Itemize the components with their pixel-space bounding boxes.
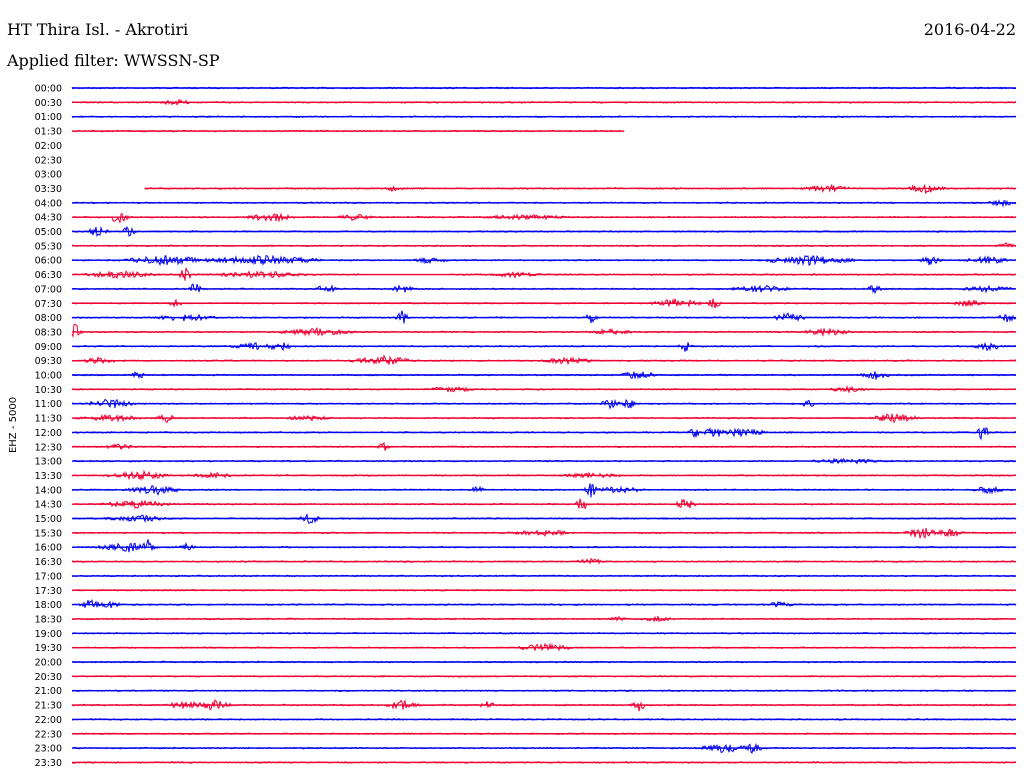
time-tick-label: 15:00	[35, 514, 62, 525]
time-tick-label: 04:30	[35, 213, 62, 224]
time-tick-label: 13:00	[35, 457, 62, 468]
time-tick-label: 10:00	[35, 371, 62, 382]
time-tick-label: 09:00	[35, 342, 62, 353]
time-tick-label: 06:00	[35, 256, 62, 267]
time-tick-label: 22:30	[35, 729, 62, 740]
time-tick-label: 23:00	[35, 744, 62, 755]
time-tick-label: 08:00	[35, 313, 62, 324]
time-tick-label: 04:00	[35, 198, 62, 209]
time-tick-label: 03:30	[35, 184, 62, 195]
time-tick-label: 00:30	[35, 98, 62, 109]
time-tick-label: 18:00	[35, 600, 62, 611]
time-tick-label: 13:30	[35, 471, 62, 482]
time-tick-label: 12:30	[35, 442, 62, 453]
time-tick-label: 14:30	[35, 500, 62, 511]
time-tick-label: 21:30	[35, 701, 62, 712]
trace-line	[72, 427, 1017, 441]
time-tick-label: 17:30	[35, 586, 62, 597]
time-tick-label: 09:30	[35, 356, 62, 367]
record-date: 2016-04-22	[923, 20, 1016, 39]
time-tick-label: 01:30	[35, 127, 62, 138]
time-tick-label: 00:00	[35, 84, 62, 95]
time-tick-label: 16:30	[35, 557, 62, 568]
time-tick-label: 01:00	[35, 112, 62, 123]
time-tick-label: 21:00	[35, 686, 62, 697]
time-tick-label: 20:30	[35, 672, 62, 683]
time-tick-label: 19:30	[35, 643, 62, 654]
trace-line	[144, 183, 1016, 194]
station-title: HT Thira Isl. - Akrotiri	[7, 20, 189, 39]
time-tick-label: 15:30	[35, 528, 62, 539]
time-tick-label: 07:30	[35, 299, 62, 310]
time-tick-label: 12:00	[35, 428, 62, 439]
time-tick-label: 11:00	[35, 399, 62, 410]
time-tick-label: 20:00	[35, 658, 62, 669]
time-tick-label: 02:30	[35, 155, 62, 166]
time-tick-label: 22:00	[35, 715, 62, 726]
trace-line	[71, 212, 1017, 223]
time-tick-label: 10:30	[35, 385, 62, 396]
time-tick-label: 19:00	[35, 629, 62, 640]
trace-line	[72, 341, 1017, 352]
channel-label: EHZ - 5000	[8, 397, 19, 453]
trace-line	[71, 323, 1017, 339]
time-tick-label: 05:00	[35, 227, 62, 238]
time-tick-label: 03:00	[35, 170, 62, 181]
time-tick-label: 05:30	[35, 241, 62, 252]
trace-line	[71, 539, 1017, 553]
time-tick-label: 06:30	[35, 270, 62, 281]
applied-filter: Applied filter: WWSSN-SP	[7, 51, 220, 70]
time-tick-label: 16:00	[35, 543, 62, 554]
time-tick-label: 08:30	[35, 327, 62, 338]
time-tick-label: 23:30	[35, 758, 62, 769]
trace-rows: 00:00 00:30 01:00 01:30 02:00 02:30 03:00 03:30…	[35, 84, 1017, 769]
time-tick-label: 14:00	[35, 485, 62, 496]
time-tick-label: 11:30	[35, 414, 62, 425]
time-tick-label: 02:00	[35, 141, 62, 152]
time-tick-label: 07:00	[35, 284, 62, 295]
time-tick-label: 18:30	[35, 614, 62, 625]
time-tick-label: 17:00	[35, 571, 62, 582]
